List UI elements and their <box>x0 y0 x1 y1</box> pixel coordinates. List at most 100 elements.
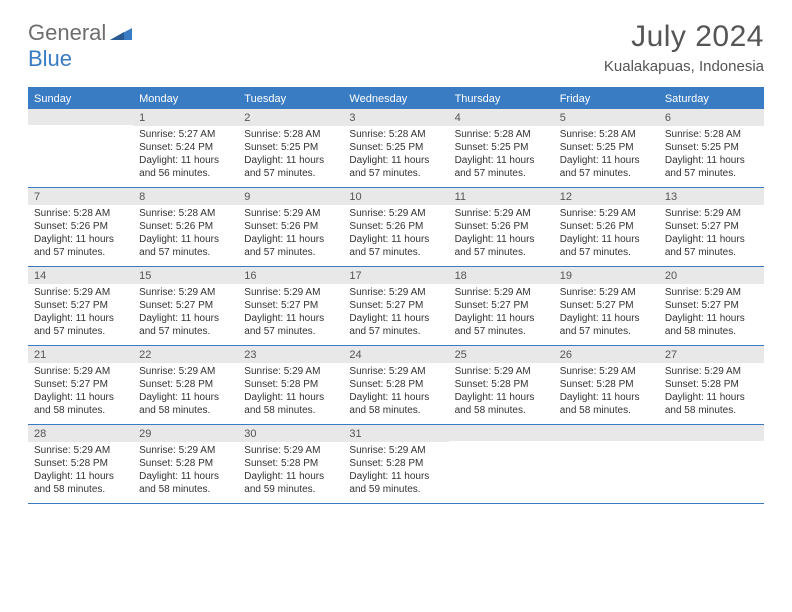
sunset-text: Sunset: 5:25 PM <box>665 141 758 154</box>
daylight-text: Daylight: 11 hours and 58 minutes. <box>139 470 232 496</box>
daylight-text: Daylight: 11 hours and 57 minutes. <box>560 233 653 259</box>
sunrise-text: Sunrise: 5:28 AM <box>560 128 653 141</box>
sunrise-text: Sunrise: 5:27 AM <box>139 128 232 141</box>
day-number: 5 <box>554 109 659 126</box>
day-data: Sunrise: 5:29 AMSunset: 5:26 PMDaylight:… <box>449 205 554 263</box>
day-number: 6 <box>659 109 764 126</box>
sunrise-text: Sunrise: 5:29 AM <box>560 286 653 299</box>
sunset-text: Sunset: 5:25 PM <box>244 141 337 154</box>
sunrise-text: Sunrise: 5:29 AM <box>244 286 337 299</box>
daylight-text: Daylight: 11 hours and 58 minutes. <box>349 391 442 417</box>
day-cell: 14Sunrise: 5:29 AMSunset: 5:27 PMDayligh… <box>28 267 133 345</box>
day-data: Sunrise: 5:29 AMSunset: 5:27 PMDaylight:… <box>343 284 448 342</box>
sunrise-text: Sunrise: 5:29 AM <box>349 286 442 299</box>
day-number: 18 <box>449 267 554 284</box>
daylight-text: Daylight: 11 hours and 59 minutes. <box>244 470 337 496</box>
sunset-text: Sunset: 5:27 PM <box>455 299 548 312</box>
day-cell: 25Sunrise: 5:29 AMSunset: 5:28 PMDayligh… <box>449 346 554 424</box>
daylight-text: Daylight: 11 hours and 57 minutes. <box>349 233 442 259</box>
daylight-text: Daylight: 11 hours and 58 minutes. <box>139 391 232 417</box>
daylight-text: Daylight: 11 hours and 57 minutes. <box>665 154 758 180</box>
sunrise-text: Sunrise: 5:29 AM <box>349 444 442 457</box>
daylight-text: Daylight: 11 hours and 58 minutes. <box>560 391 653 417</box>
day-cell <box>28 109 133 187</box>
day-cell: 12Sunrise: 5:29 AMSunset: 5:26 PMDayligh… <box>554 188 659 266</box>
sunrise-text: Sunrise: 5:29 AM <box>349 365 442 378</box>
sunrise-text: Sunrise: 5:29 AM <box>665 207 758 220</box>
sunset-text: Sunset: 5:26 PM <box>349 220 442 233</box>
day-data: Sunrise: 5:28 AMSunset: 5:25 PMDaylight:… <box>343 126 448 184</box>
day-data: Sunrise: 5:29 AMSunset: 5:28 PMDaylight:… <box>449 363 554 421</box>
daylight-text: Daylight: 11 hours and 58 minutes. <box>34 470 127 496</box>
weekday-header: Wednesday <box>343 89 448 109</box>
sunrise-text: Sunrise: 5:29 AM <box>560 207 653 220</box>
day-data: Sunrise: 5:27 AMSunset: 5:24 PMDaylight:… <box>133 126 238 184</box>
daylight-text: Daylight: 11 hours and 58 minutes. <box>665 312 758 338</box>
day-number: 12 <box>554 188 659 205</box>
day-data: Sunrise: 5:29 AMSunset: 5:27 PMDaylight:… <box>28 363 133 421</box>
day-number: 10 <box>343 188 448 205</box>
day-number <box>28 109 133 125</box>
day-number: 13 <box>659 188 764 205</box>
day-cell: 3Sunrise: 5:28 AMSunset: 5:25 PMDaylight… <box>343 109 448 187</box>
sunset-text: Sunset: 5:26 PM <box>244 220 337 233</box>
sunset-text: Sunset: 5:26 PM <box>34 220 127 233</box>
day-number <box>659 425 764 441</box>
sunrise-text: Sunrise: 5:29 AM <box>34 286 127 299</box>
day-number: 21 <box>28 346 133 363</box>
day-data: Sunrise: 5:28 AMSunset: 5:25 PMDaylight:… <box>659 126 764 184</box>
sunrise-text: Sunrise: 5:29 AM <box>139 365 232 378</box>
daylight-text: Daylight: 11 hours and 58 minutes. <box>34 391 127 417</box>
day-cell: 2Sunrise: 5:28 AMSunset: 5:25 PMDaylight… <box>238 109 343 187</box>
day-number: 22 <box>133 346 238 363</box>
sunrise-text: Sunrise: 5:29 AM <box>455 365 548 378</box>
sunrise-text: Sunrise: 5:29 AM <box>349 207 442 220</box>
day-cell <box>554 425 659 503</box>
day-number: 29 <box>133 425 238 442</box>
day-cell: 15Sunrise: 5:29 AMSunset: 5:27 PMDayligh… <box>133 267 238 345</box>
day-number: 27 <box>659 346 764 363</box>
day-number: 2 <box>238 109 343 126</box>
header: GeneralBlue July 2024 Kualakapuas, Indon… <box>28 20 764 75</box>
daylight-text: Daylight: 11 hours and 57 minutes. <box>244 312 337 338</box>
sunset-text: Sunset: 5:25 PM <box>560 141 653 154</box>
day-number: 19 <box>554 267 659 284</box>
daylight-text: Daylight: 11 hours and 57 minutes. <box>244 154 337 180</box>
sunrise-text: Sunrise: 5:28 AM <box>34 207 127 220</box>
logo-triangle-icon <box>110 20 132 45</box>
week-row: 1Sunrise: 5:27 AMSunset: 5:24 PMDaylight… <box>28 109 764 188</box>
day-data: Sunrise: 5:29 AMSunset: 5:28 PMDaylight:… <box>28 442 133 500</box>
sunset-text: Sunset: 5:27 PM <box>34 299 127 312</box>
day-data: Sunrise: 5:29 AMSunset: 5:27 PMDaylight:… <box>659 205 764 263</box>
brand-logo: GeneralBlue <box>28 20 132 72</box>
day-data: Sunrise: 5:28 AMSunset: 5:26 PMDaylight:… <box>133 205 238 263</box>
day-number: 15 <box>133 267 238 284</box>
sunrise-text: Sunrise: 5:29 AM <box>455 207 548 220</box>
day-data: Sunrise: 5:29 AMSunset: 5:27 PMDaylight:… <box>238 284 343 342</box>
day-number: 28 <box>28 425 133 442</box>
brand-part1: General <box>28 20 106 45</box>
daylight-text: Daylight: 11 hours and 59 minutes. <box>349 470 442 496</box>
sunrise-text: Sunrise: 5:29 AM <box>244 444 337 457</box>
day-cell: 20Sunrise: 5:29 AMSunset: 5:27 PMDayligh… <box>659 267 764 345</box>
sunset-text: Sunset: 5:27 PM <box>139 299 232 312</box>
sunset-text: Sunset: 5:28 PM <box>349 457 442 470</box>
day-number <box>554 425 659 441</box>
day-cell: 19Sunrise: 5:29 AMSunset: 5:27 PMDayligh… <box>554 267 659 345</box>
daylight-text: Daylight: 11 hours and 57 minutes. <box>139 312 232 338</box>
week-row: 21Sunrise: 5:29 AMSunset: 5:27 PMDayligh… <box>28 346 764 425</box>
sunrise-text: Sunrise: 5:29 AM <box>665 286 758 299</box>
sunrise-text: Sunrise: 5:29 AM <box>560 365 653 378</box>
sunset-text: Sunset: 5:28 PM <box>455 378 548 391</box>
sunrise-text: Sunrise: 5:29 AM <box>139 444 232 457</box>
day-cell: 4Sunrise: 5:28 AMSunset: 5:25 PMDaylight… <box>449 109 554 187</box>
day-data: Sunrise: 5:29 AMSunset: 5:28 PMDaylight:… <box>238 363 343 421</box>
sunrise-text: Sunrise: 5:28 AM <box>455 128 548 141</box>
day-number: 20 <box>659 267 764 284</box>
day-data: Sunrise: 5:29 AMSunset: 5:26 PMDaylight:… <box>343 205 448 263</box>
brand-part2: Blue <box>28 46 72 71</box>
sunrise-text: Sunrise: 5:29 AM <box>665 365 758 378</box>
day-number: 4 <box>449 109 554 126</box>
day-cell <box>449 425 554 503</box>
day-number: 25 <box>449 346 554 363</box>
